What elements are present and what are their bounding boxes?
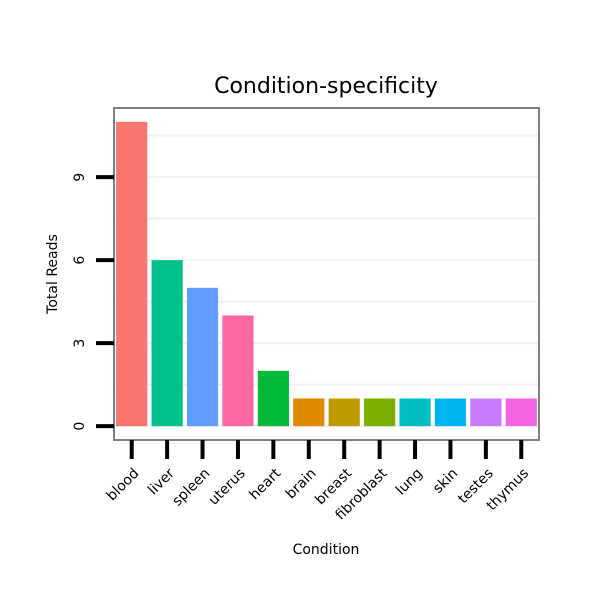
x-tick-label: lung xyxy=(393,466,426,499)
y-axis-label: Total Reads xyxy=(45,234,61,315)
x-axis-label: Condition xyxy=(293,542,360,558)
bar-breast xyxy=(328,398,360,427)
bar-skin xyxy=(434,398,467,427)
bar-uterus xyxy=(222,315,254,427)
plot-panel-border xyxy=(113,107,540,441)
x-tick-label: uterus xyxy=(206,466,249,509)
bar-thymus xyxy=(505,398,537,427)
y-tick-label: 9 xyxy=(72,173,88,182)
bar-brain xyxy=(293,398,325,427)
chart-title: Condition-specificity xyxy=(214,74,438,99)
x-tick-label: spleen xyxy=(169,466,213,510)
x-tick-label: heart xyxy=(247,465,285,503)
y-tick-label: 0 xyxy=(72,422,88,431)
bar-liver xyxy=(151,260,183,427)
x-tick-label: blood xyxy=(104,466,143,505)
bars xyxy=(116,121,537,427)
bar-heart xyxy=(257,370,289,427)
bar-testes xyxy=(470,398,502,427)
bar-blood xyxy=(116,121,148,427)
bar-spleen xyxy=(186,287,219,427)
x-axis: blood liverspleenuterusheartbrainbreastfi… xyxy=(104,440,532,523)
y-tick-label: 6 xyxy=(72,256,88,265)
grid-lines xyxy=(114,134,539,428)
y-tick-label: 3 xyxy=(72,339,88,348)
y-axis: 0 3 6 9 xyxy=(72,173,114,431)
bar-fibroblast xyxy=(364,398,396,427)
bar-lung xyxy=(399,398,431,427)
x-tick-label: skin xyxy=(430,466,461,497)
